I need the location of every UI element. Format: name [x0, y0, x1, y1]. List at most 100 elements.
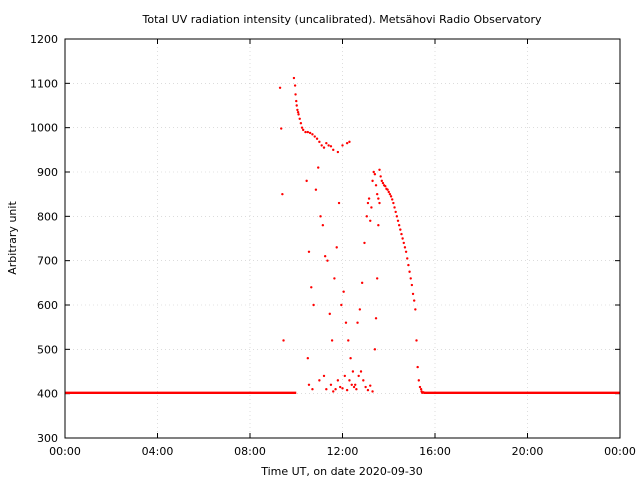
data-point [373, 173, 377, 176]
data-point [297, 113, 300, 116]
data-point [393, 206, 396, 209]
data-point [298, 117, 301, 121]
data-point [313, 135, 316, 138]
data-point [348, 140, 351, 144]
data-point [379, 175, 382, 178]
data-point [377, 224, 380, 227]
data-point [318, 140, 321, 144]
data-point [330, 339, 334, 342]
data-point [301, 128, 305, 132]
data-point [392, 201, 395, 205]
data-point [394, 210, 397, 214]
chart-title: Total UV radiation intensity (uncalibrat… [142, 13, 542, 26]
data-point [311, 388, 314, 391]
data-point [340, 303, 343, 307]
y-tick-label: 600 [37, 299, 58, 312]
data-point [366, 388, 370, 392]
data-point [321, 224, 325, 227]
data-point [363, 241, 366, 245]
data-point [333, 277, 336, 280]
data-point [329, 145, 333, 148]
x-tick-label: 00:00 [49, 445, 81, 458]
data-point [372, 170, 375, 174]
data-point [318, 379, 321, 382]
data-point [278, 86, 282, 89]
data-point [356, 321, 359, 324]
y-tick-label: 1200 [30, 33, 58, 46]
data-point [308, 131, 312, 135]
x-tick-label: 20:00 [512, 445, 544, 458]
data-point [366, 201, 370, 205]
data-point [312, 303, 315, 307]
data-point [371, 179, 374, 183]
data-point [325, 141, 328, 145]
data-point [380, 179, 384, 183]
data-point [375, 277, 379, 280]
y-tick-label: 800 [37, 210, 58, 223]
data-point [387, 190, 390, 194]
data-point [300, 126, 304, 129]
data-point [359, 370, 363, 373]
data-point [354, 383, 357, 386]
data-point [367, 197, 371, 200]
data-point [325, 388, 328, 391]
data-point [311, 133, 314, 136]
data-point [295, 104, 298, 107]
data-point [412, 299, 416, 302]
data-point [384, 184, 387, 188]
data-points [65, 76, 620, 394]
data-point [296, 108, 299, 112]
data-point [294, 93, 297, 96]
data-point [280, 127, 283, 130]
data-point [335, 246, 338, 249]
data-point [401, 237, 404, 240]
data-point [336, 150, 340, 154]
data-point [343, 374, 347, 378]
y-tick-label: 900 [37, 166, 58, 179]
data-point [370, 206, 373, 209]
data-point [320, 144, 323, 147]
data-point [411, 292, 415, 296]
data-point [304, 130, 307, 134]
data-point [296, 110, 300, 114]
data-point [414, 308, 417, 311]
data-point [381, 181, 385, 185]
data-point [334, 388, 337, 391]
data-point [349, 357, 352, 360]
data-point [373, 348, 377, 351]
x-axis-ticks: 00:00 04:00 08:00 12:00 16:00 20:00 00:00 [49, 39, 636, 458]
y-tick-label: 1100 [30, 77, 58, 90]
y-axis-ticks: 300 400 500 600 700 800 900 1000 1100 1200 [30, 33, 620, 445]
y-axis-label: Arbitrary unit [6, 201, 19, 275]
data-point [419, 388, 423, 391]
data-point [403, 246, 407, 249]
data-point [305, 179, 308, 183]
data-point [306, 357, 310, 360]
y-tick-label: 300 [37, 432, 58, 445]
data-point [281, 192, 284, 196]
x-tick-label: 00:00 [604, 445, 636, 458]
x-tick-label: 16:00 [419, 445, 451, 458]
y-tick-label: 400 [37, 388, 58, 401]
data-point [400, 232, 403, 236]
data-point [408, 270, 411, 273]
data-point [417, 379, 421, 382]
data-point [307, 383, 311, 386]
data-point [328, 312, 331, 316]
data-point [407, 263, 410, 267]
data-point [409, 277, 412, 280]
data-point [362, 379, 365, 382]
data-point [364, 385, 367, 389]
data-point [378, 201, 381, 205]
data-point [378, 168, 381, 171]
data-point [406, 257, 409, 260]
data-point [307, 250, 311, 253]
data-point [396, 219, 400, 222]
data-point [377, 197, 380, 200]
data-point [399, 228, 402, 231]
data-point [402, 241, 405, 245]
data-point [306, 130, 310, 134]
data-point [282, 339, 285, 342]
data-point [388, 192, 392, 196]
